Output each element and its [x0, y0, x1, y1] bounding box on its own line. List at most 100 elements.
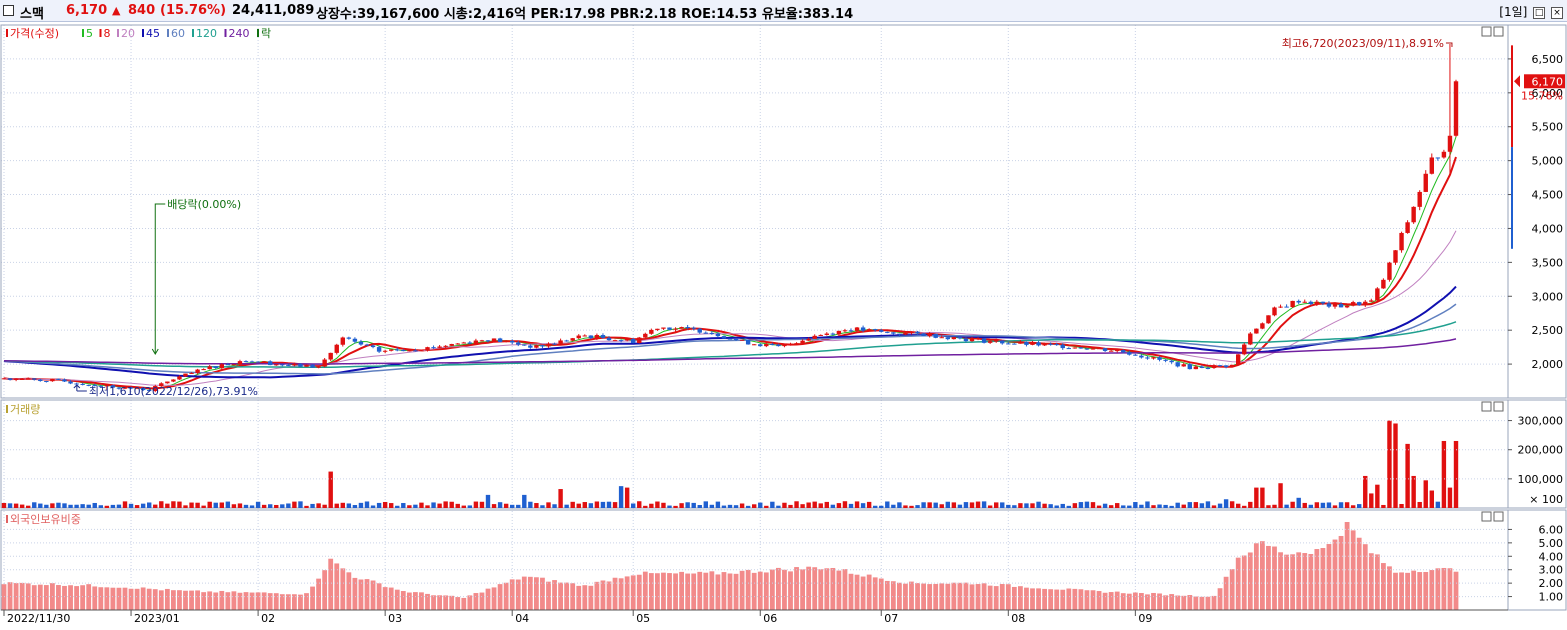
- candle-body: [1248, 333, 1253, 345]
- volume-bar: [981, 501, 987, 508]
- select-checkbox[interactable]: [3, 5, 14, 16]
- candle-body: [691, 327, 696, 329]
- legend-label-3: 20: [121, 27, 135, 40]
- foreign-ratio-bar: [830, 567, 836, 610]
- candle: [921, 333, 926, 337]
- foreign-ratio-bar: [1011, 586, 1017, 610]
- volume-bar: [128, 503, 134, 508]
- current-price-badge: [1524, 74, 1565, 89]
- candle-body: [594, 335, 600, 339]
- foreign-ratio-bar: [1344, 522, 1350, 610]
- foreign-ratio-bar: [1072, 588, 1078, 610]
- foreign-ratio-bar: [104, 587, 110, 610]
- volume-bar: [776, 505, 781, 508]
- candle: [68, 380, 73, 385]
- candle-body: [1308, 301, 1313, 305]
- foreign-ratio-bar: [1393, 572, 1398, 610]
- volume-bar: [213, 502, 218, 508]
- foreign-ratio-bar: [1429, 570, 1435, 610]
- candle: [183, 373, 188, 377]
- foreign-ratio-bar: [552, 580, 557, 610]
- foreign-ratio-bar: [1054, 589, 1060, 610]
- foreign-ratio-bar: [43, 585, 49, 610]
- candle: [1187, 362, 1192, 370]
- foreign-ratio-bar: [999, 584, 1005, 610]
- candle: [485, 340, 491, 343]
- candle: [1266, 315, 1271, 324]
- volume-bar: [237, 503, 243, 508]
- candle-body: [1217, 365, 1223, 367]
- volume-bar: [134, 505, 140, 508]
- volume-bar: [1054, 505, 1059, 508]
- volume-bar: [1036, 501, 1041, 508]
- candle: [1211, 364, 1217, 369]
- volume-bar: [1012, 505, 1017, 508]
- volume-bar: [225, 501, 231, 508]
- candle-body: [1363, 301, 1368, 306]
- volume-bar: [994, 502, 999, 508]
- volume-bar: [443, 501, 448, 508]
- candle-body: [987, 341, 993, 343]
- candle-body: [1332, 303, 1338, 307]
- volume-bar: [401, 503, 406, 508]
- candle: [824, 332, 829, 336]
- candle-body: [503, 341, 509, 343]
- foreign-ratio-bar: [721, 572, 727, 610]
- period-button[interactable]: [1일]: [1499, 5, 1528, 19]
- close-icon[interactable]: ×: [1551, 6, 1563, 19]
- volume-bar: [879, 505, 884, 508]
- foreign-ratio-bar: [776, 567, 781, 610]
- foreign-ratio-bar: [1084, 590, 1090, 610]
- candle-body: [26, 378, 31, 380]
- volume-bar: [370, 505, 376, 508]
- candle: [1193, 365, 1199, 370]
- foreign-ratio-bar: [1078, 589, 1084, 610]
- candle-body: [1447, 135, 1453, 152]
- ma-120-line: [3, 321, 1457, 369]
- restore-icon[interactable]: □: [1533, 6, 1546, 19]
- foreign-ratio-bar: [80, 585, 86, 610]
- candle-body: [1453, 81, 1459, 136]
- volume-bar: [304, 505, 309, 508]
- candle: [891, 332, 896, 335]
- candle-body: [776, 344, 781, 347]
- candle: [842, 328, 848, 333]
- candle: [376, 345, 382, 354]
- candle-body: [697, 328, 702, 333]
- candle-body: [44, 381, 49, 383]
- volume-bar: [352, 505, 358, 508]
- foreign-ratio-bar: [183, 590, 188, 610]
- price-axis-label: 2,000: [1532, 358, 1564, 371]
- candle: [334, 343, 339, 355]
- foreign-ratio-bar: [425, 593, 430, 610]
- candle: [1435, 157, 1441, 161]
- candle: [1199, 365, 1205, 369]
- volume-bar: [812, 501, 817, 508]
- candle-body: [1314, 301, 1320, 305]
- candle-body: [1223, 365, 1229, 368]
- candle: [207, 364, 212, 370]
- volume-bar: [110, 504, 116, 508]
- candle: [389, 349, 394, 352]
- volume-bar: [1000, 502, 1005, 508]
- volume-bar: [830, 504, 836, 508]
- candle-body: [1417, 191, 1422, 207]
- foreign-ratio-bar: [68, 585, 73, 610]
- candle: [413, 348, 418, 352]
- foreign-ratio-bar: [1272, 546, 1277, 610]
- foreign-ratio-bar: [897, 582, 902, 610]
- volume-bar: [643, 505, 648, 508]
- volume-bar: [758, 502, 763, 508]
- foreign-ratio-bar: [255, 592, 261, 610]
- volume-bar: [1229, 501, 1235, 508]
- candle-body: [1375, 288, 1380, 301]
- foreign-ratio-bar: [279, 594, 285, 610]
- foreign-ratio-bar: [890, 581, 896, 610]
- foreign-ratio-bar: [1199, 596, 1205, 610]
- foreign-ratio-bar: [1381, 563, 1386, 610]
- candle-body: [92, 384, 97, 386]
- candle: [1242, 342, 1247, 356]
- candle-body: [637, 337, 642, 344]
- low-marker-arrow: [73, 384, 81, 391]
- volume-bar: [280, 504, 285, 508]
